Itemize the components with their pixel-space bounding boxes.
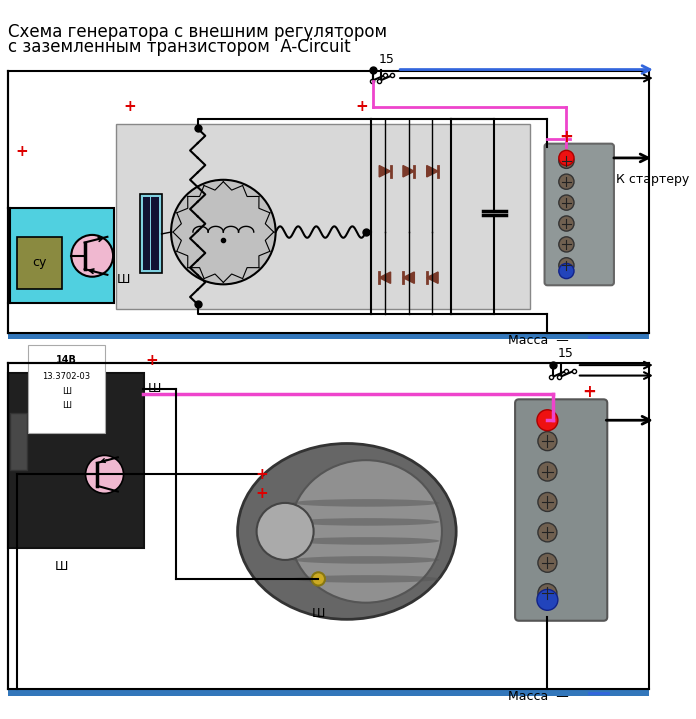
Text: Масса  —: Масса —: [509, 334, 569, 347]
FancyBboxPatch shape: [10, 413, 26, 470]
Text: Ш: Ш: [148, 383, 161, 395]
Ellipse shape: [237, 444, 456, 619]
Text: су: су: [32, 257, 47, 270]
Ellipse shape: [292, 518, 440, 526]
Ellipse shape: [292, 537, 440, 545]
Text: +: +: [356, 99, 368, 114]
Text: +: +: [145, 353, 159, 368]
Circle shape: [538, 554, 557, 572]
FancyBboxPatch shape: [10, 209, 114, 303]
Circle shape: [538, 523, 557, 542]
Polygon shape: [379, 165, 390, 177]
Text: 15: 15: [558, 347, 574, 360]
Polygon shape: [403, 165, 414, 177]
Text: +: +: [560, 128, 574, 146]
Text: +: +: [255, 486, 268, 501]
Circle shape: [559, 174, 574, 189]
Circle shape: [171, 180, 276, 284]
Circle shape: [538, 493, 557, 511]
Text: +: +: [15, 144, 29, 159]
Text: Ш: Ш: [117, 273, 130, 286]
Ellipse shape: [292, 575, 440, 582]
Ellipse shape: [290, 460, 442, 603]
Text: Схема генератора с внешним регулятором: Схема генератора с внешним регулятором: [8, 23, 387, 41]
Text: Ш: Ш: [62, 388, 71, 396]
Circle shape: [559, 257, 574, 273]
Circle shape: [559, 150, 574, 165]
Text: 14B: 14B: [56, 355, 77, 365]
FancyBboxPatch shape: [116, 124, 530, 309]
Circle shape: [538, 462, 557, 481]
Text: Ш: Ш: [62, 400, 71, 410]
Text: Ш: Ш: [55, 560, 68, 573]
FancyBboxPatch shape: [8, 690, 649, 696]
FancyBboxPatch shape: [544, 144, 614, 285]
FancyBboxPatch shape: [8, 372, 145, 548]
Circle shape: [71, 235, 113, 277]
Text: Ш: Ш: [312, 608, 325, 620]
Text: +: +: [583, 383, 596, 400]
Polygon shape: [427, 165, 438, 177]
Polygon shape: [427, 272, 438, 283]
FancyBboxPatch shape: [143, 197, 150, 270]
Circle shape: [86, 455, 124, 493]
Polygon shape: [379, 272, 390, 283]
Circle shape: [538, 431, 557, 451]
Circle shape: [538, 584, 557, 603]
Circle shape: [537, 410, 558, 431]
Text: 13.3702-03: 13.3702-03: [42, 372, 90, 381]
Text: +: +: [124, 99, 136, 114]
Ellipse shape: [292, 499, 440, 507]
FancyBboxPatch shape: [8, 333, 649, 339]
Polygon shape: [403, 272, 414, 283]
Text: К стартеру: К стартеру: [616, 173, 689, 186]
FancyBboxPatch shape: [515, 399, 608, 620]
Ellipse shape: [292, 556, 440, 564]
Text: Масса  —: Масса —: [509, 690, 569, 703]
Text: с заземленным транзистором  A-Circuit: с заземленным транзистором A-Circuit: [8, 38, 350, 56]
Circle shape: [559, 263, 574, 279]
Circle shape: [559, 153, 574, 168]
FancyBboxPatch shape: [17, 237, 62, 289]
Circle shape: [312, 572, 325, 585]
Text: 15: 15: [378, 52, 394, 65]
Circle shape: [257, 503, 314, 560]
Circle shape: [559, 216, 574, 231]
FancyBboxPatch shape: [140, 194, 161, 273]
FancyBboxPatch shape: [151, 197, 159, 270]
FancyBboxPatch shape: [28, 345, 106, 433]
Text: +: +: [255, 467, 268, 482]
Circle shape: [559, 237, 574, 252]
Circle shape: [537, 590, 558, 610]
Circle shape: [559, 195, 574, 210]
